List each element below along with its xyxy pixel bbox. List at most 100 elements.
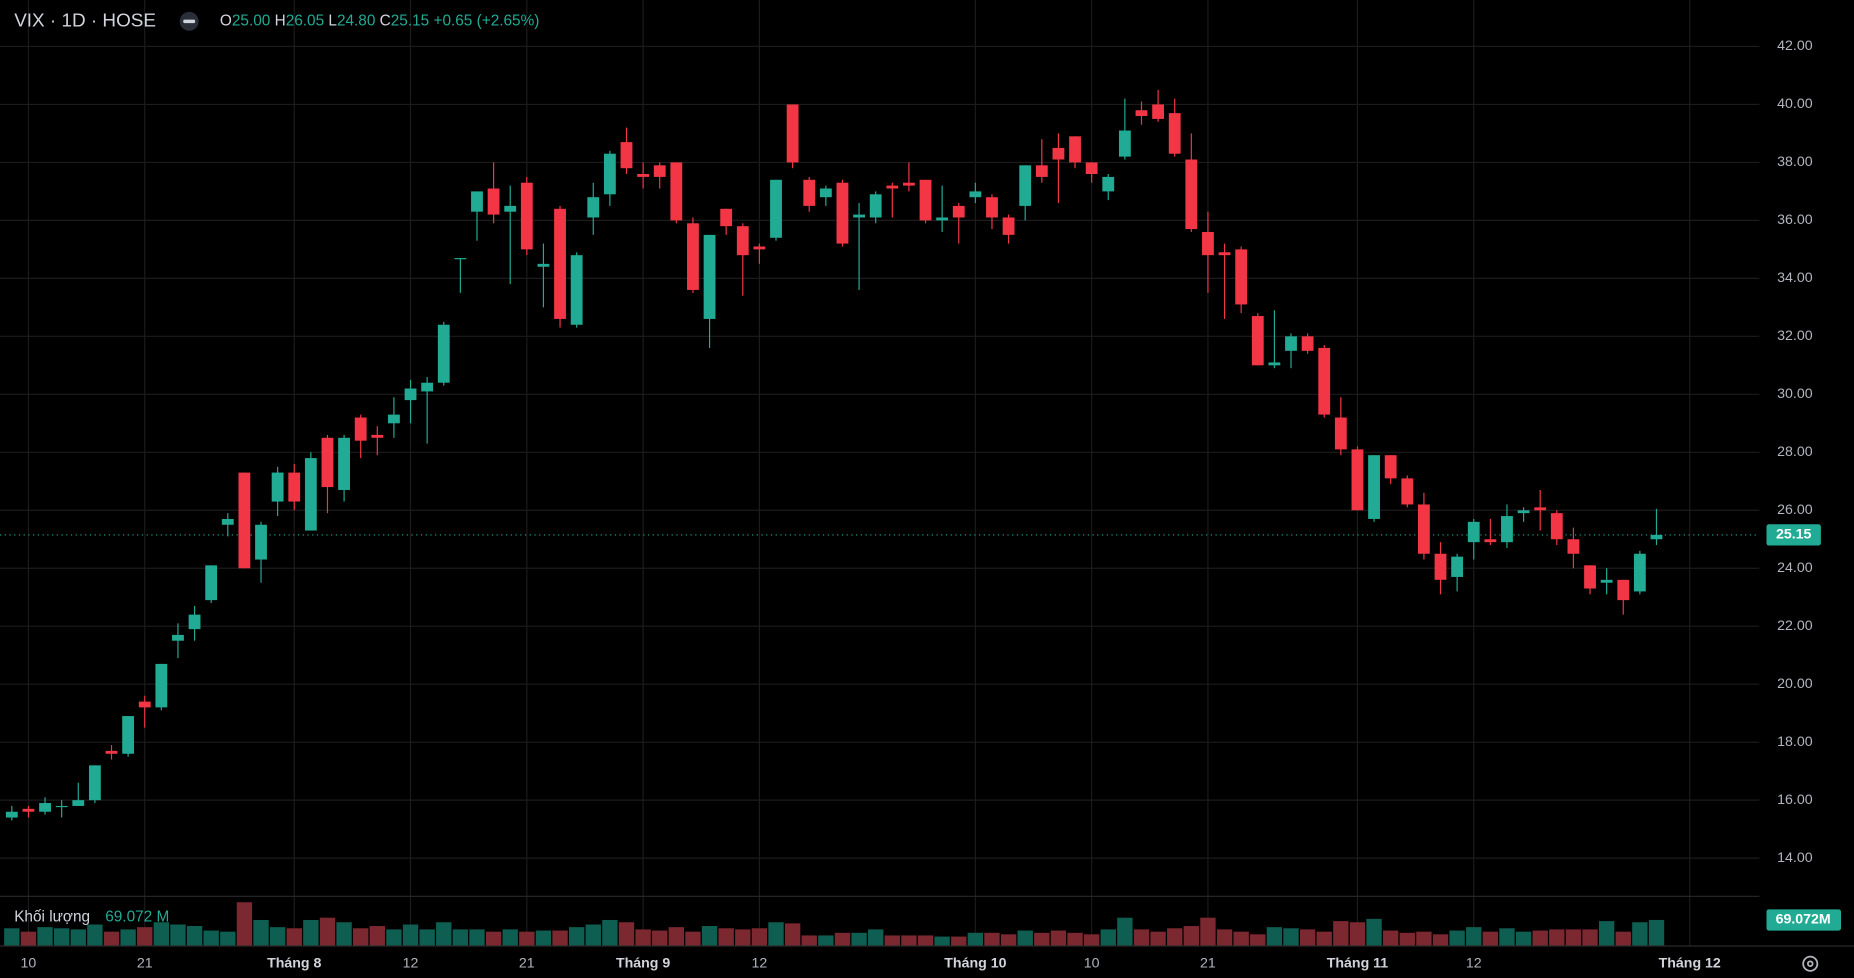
volume-bar (502, 929, 518, 946)
y-tick-label: 14.00 (1777, 850, 1813, 866)
volume-bar (652, 930, 668, 946)
candle-body (1451, 556, 1464, 577)
candle-body (736, 226, 749, 256)
candle-body (670, 162, 683, 221)
volume-bar (120, 929, 136, 946)
candle-body (770, 179, 782, 238)
volume-bar (535, 930, 552, 946)
volume-bar (519, 931, 535, 946)
candle-body (1069, 136, 1081, 163)
candle-body (255, 524, 267, 560)
volume-bar (402, 924, 419, 946)
volume-bar (1549, 929, 1565, 946)
volume-bar (386, 929, 402, 946)
candle-body (72, 800, 85, 806)
candle-body (587, 197, 600, 218)
y-tick-label: 18.00 (1777, 734, 1813, 750)
candle-body (853, 214, 865, 218)
settings-icon (1806, 960, 1814, 967)
y-tick-label: 16.00 (1777, 792, 1813, 808)
candle-body (1268, 362, 1281, 366)
candle-body (1235, 249, 1248, 305)
volume-bar (1133, 929, 1150, 946)
candle-body (88, 765, 101, 801)
volume-bar (319, 917, 336, 946)
candle-body (55, 805, 68, 808)
volume-bar (452, 929, 469, 946)
candle-body (5, 811, 18, 818)
candle-body (687, 223, 699, 290)
x-tick-label: 10 (21, 955, 37, 971)
volume-bar (801, 935, 817, 946)
volume-bar (4, 928, 20, 946)
volume-bar (1532, 930, 1548, 946)
candle-body (603, 153, 616, 195)
volume-bar (1233, 931, 1249, 946)
candle-body (537, 263, 550, 267)
x-tick-label: 10 (1084, 955, 1100, 971)
volume-bar (1382, 930, 1399, 946)
volume-bar (768, 922, 784, 946)
y-tick-label: 40.00 (1777, 96, 1813, 112)
candle-body (1135, 110, 1148, 117)
y-tick-label: 32.00 (1777, 328, 1813, 344)
x-tick-label: Tháng 8 (267, 955, 321, 971)
candle-body (1368, 455, 1380, 519)
ohlc-key: C (380, 12, 391, 29)
volume-bar (1466, 927, 1482, 946)
ohlc-value: 24.80 (337, 12, 375, 29)
volume-bar (1499, 928, 1515, 946)
candle-body (1600, 579, 1613, 583)
candle-body (1085, 162, 1098, 175)
settings-button[interactable] (1802, 955, 1819, 972)
volume-bar (834, 932, 851, 946)
candle-body (404, 388, 417, 401)
x-tick-label: Tháng 11 (1327, 955, 1389, 971)
candle-body (637, 174, 650, 177)
candle-body (188, 614, 201, 630)
candle-body (1168, 113, 1181, 154)
candle-body (1002, 217, 1015, 235)
y-tick-label: 38.00 (1777, 154, 1813, 170)
volume-bar (917, 935, 934, 946)
y-tick-label: 20.00 (1777, 676, 1813, 692)
candle-body (1517, 510, 1530, 514)
ohlc: O25.00 H26.05 L24.80 C25.15 +0.65 (+2.65… (220, 12, 539, 29)
candle-body (1567, 539, 1580, 554)
candle-body (869, 194, 882, 218)
candle-body (819, 188, 832, 198)
last-price-badge (1766, 524, 1821, 546)
grid (0, 0, 1760, 946)
volume-bar (70, 929, 86, 946)
candle-body (172, 634, 184, 641)
ohlc-key: O (220, 12, 232, 29)
volume-bar (1167, 928, 1183, 946)
volume-bar (220, 931, 236, 946)
volume-bar (784, 923, 801, 946)
candle-body (1617, 579, 1630, 601)
candle-body (205, 565, 218, 601)
x-tick-label: 21 (519, 955, 535, 971)
volume-bar (1100, 929, 1116, 946)
volume-bar (618, 922, 635, 946)
volume-bar (436, 922, 452, 946)
candle-body (1318, 347, 1331, 415)
candle-body (138, 701, 151, 708)
x-tick-label: 21 (137, 955, 153, 971)
volume-bar (1349, 922, 1366, 946)
candle-body (570, 255, 583, 325)
volume-bar (1598, 921, 1615, 946)
volume-bar (934, 936, 950, 946)
volume-bar (1250, 934, 1266, 946)
candle-body (1401, 478, 1414, 505)
volume-bar (286, 928, 302, 946)
candle-body (1052, 147, 1065, 160)
ohlc-key: H (275, 12, 286, 29)
candle-body (653, 165, 666, 177)
symbol[interactable]: VIX · 1D · HOSE (14, 10, 156, 31)
candle-body (1251, 316, 1264, 366)
candle-body (1152, 104, 1165, 119)
x-tick-label: 12 (1466, 955, 1482, 971)
candle-body (1650, 534, 1663, 540)
